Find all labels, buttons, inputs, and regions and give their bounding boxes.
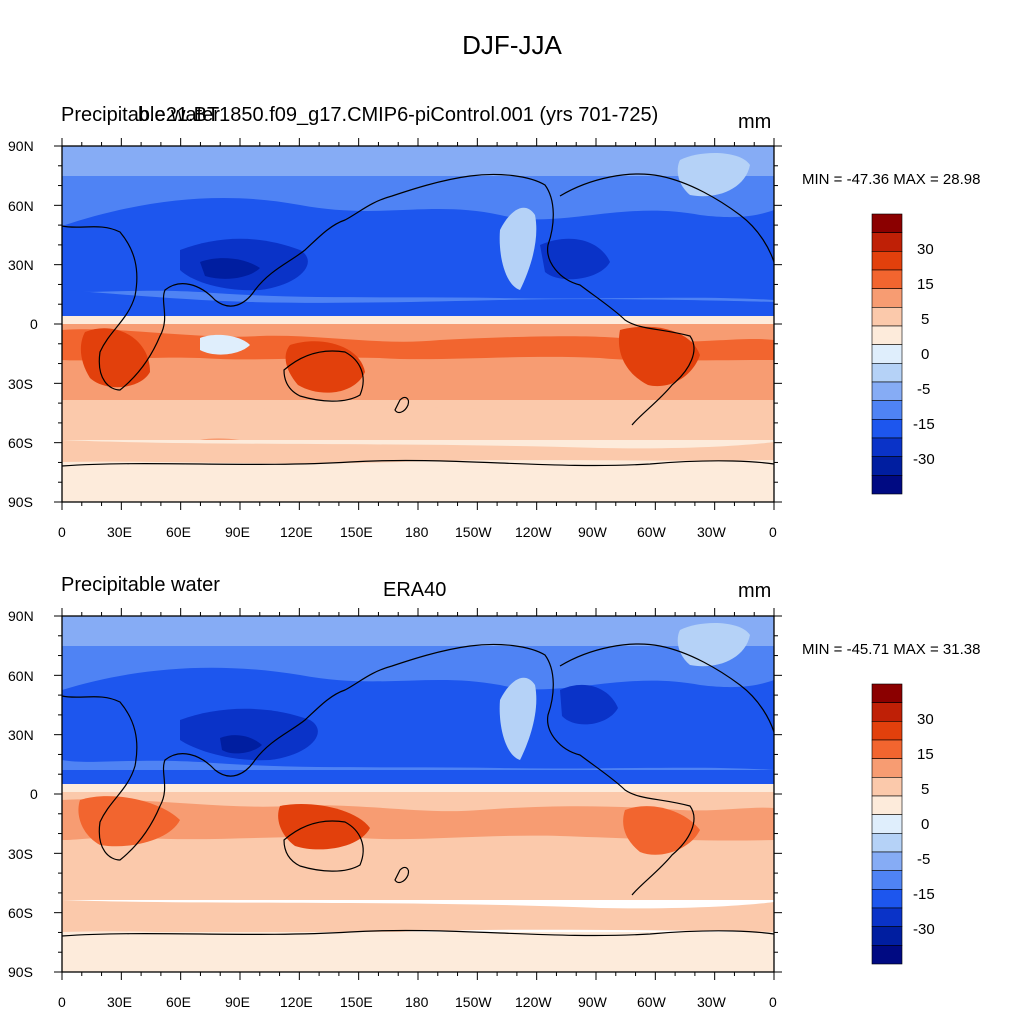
- colorbar-swatch: [871, 739, 903, 759]
- panel-2-lon-label: 90E: [225, 994, 250, 1010]
- panel-1-lon-label: 60E: [166, 524, 191, 540]
- colorbar-swatch: [871, 475, 903, 495]
- colorbar-swatch: [871, 833, 903, 853]
- panel-2-ticks: [54, 608, 782, 980]
- colorbar-1-label: -15: [913, 416, 935, 433]
- panel-1-coastlines: [61, 173, 775, 467]
- panel-1-lon-label: 180: [405, 524, 429, 540]
- colorbar-2-label: -15: [913, 886, 935, 903]
- panel-2-lat-label: 30N: [8, 727, 34, 743]
- colorbar-2-label: 30: [917, 711, 934, 728]
- panel-1-lon-label: 120E: [280, 524, 313, 540]
- panel-1-lon-label: 150E: [340, 524, 373, 540]
- panel-1-lon-label: 0: [58, 524, 66, 540]
- panel-1-lon-label: 30E: [107, 524, 132, 540]
- panel-2-lon-label: 60W: [637, 994, 666, 1010]
- panel-1-lat-label: 60N: [8, 198, 34, 214]
- panel-2-lon-label: 0: [769, 994, 777, 1010]
- panel-1-lat-label: 60S: [8, 435, 33, 451]
- panel-2-contour-field: [62, 616, 774, 972]
- panel-1-variable-title: Precipitable water: [61, 104, 220, 126]
- panel-2-lat-label: 30S: [8, 846, 33, 862]
- colorbar-1-label: 0: [921, 346, 930, 363]
- panel-2-coastlines: [61, 643, 775, 937]
- panel-1-lat-label: 30N: [8, 257, 34, 273]
- colorbar-swatch: [871, 907, 903, 927]
- panel-1-lon-label: 90E: [225, 524, 250, 540]
- panel-2-lon-label: 120W: [515, 994, 552, 1010]
- colorbar-swatch: [871, 851, 903, 871]
- panel-2-lat-label: 60N: [8, 668, 34, 684]
- panel-2-lat-label: 60S: [8, 905, 33, 921]
- panel-1-lon-label: 0: [769, 524, 777, 540]
- panel-1-lon-label: 120W: [515, 524, 552, 540]
- colorbar-2-label: 5: [921, 781, 930, 798]
- colorbar-swatch: [871, 926, 903, 946]
- panel-2-lon-label: 150E: [340, 994, 373, 1010]
- colorbar-2-label: 0: [921, 816, 930, 833]
- colorbar-swatch: [871, 758, 903, 778]
- panel-1-lon-label: 90W: [578, 524, 607, 540]
- colorbar-1-label: -30: [913, 451, 935, 468]
- panel-2-lon-label: 0: [58, 994, 66, 1010]
- panel-2-variable-title: Precipitable water: [61, 574, 220, 596]
- panel-2-lon-label: 60E: [166, 994, 191, 1010]
- panel-2-lat-label: 0: [30, 786, 38, 802]
- panel-2-lon-label: 30E: [107, 994, 132, 1010]
- colorbar-2-label: -5: [917, 851, 931, 868]
- panel-2-min-max: MIN = -45.71 MAX = 31.38: [802, 641, 981, 658]
- colorbar-swatch: [871, 814, 903, 834]
- panel-1-min-max: MIN = -47.36 MAX = 28.98: [802, 171, 981, 188]
- panel-2-lat-label: 90N: [8, 608, 34, 624]
- colorbar-1-label: 30: [917, 241, 934, 258]
- panel-1-lon-label: 30W: [697, 524, 726, 540]
- panel-1-case-title: b.e21.BT1850.f09_g17.CMIP6-piControl.001…: [138, 104, 659, 126]
- panel-2-units: mm: [738, 580, 772, 602]
- panel-2-lat-label: 90S: [8, 964, 33, 980]
- colorbar-2-swatches: [871, 683, 903, 965]
- panel-1-lat-label: 90N: [8, 138, 34, 154]
- colorbar-1-label: -5: [917, 381, 931, 398]
- panel-1-lat-label: 90S: [8, 494, 33, 510]
- panel-2-lon-label: 150W: [455, 994, 492, 1010]
- colorbar-swatch: [871, 702, 903, 722]
- colorbar-1-swatches: [871, 213, 903, 495]
- panel-1-contour-field: [62, 146, 774, 502]
- panel-2-lon-label: 90W: [578, 994, 607, 1010]
- colorbar-swatch: [871, 889, 903, 909]
- panel-1-lat-label: 0: [30, 316, 38, 332]
- colorbar-swatch: [871, 870, 903, 890]
- panel-1-lon-label: 150W: [455, 524, 492, 540]
- panel-1-lon-label: 60W: [637, 524, 666, 540]
- panel-2-lon-label: 30W: [697, 994, 726, 1010]
- colorbar-swatch: [871, 777, 903, 797]
- colorbar-swatch: [871, 795, 903, 815]
- panel-2-lon-label: 180: [405, 994, 429, 1010]
- colorbar-1-label: 5: [921, 311, 930, 328]
- colorbar-swatch: [871, 945, 903, 965]
- colorbar-1-label: 15: [917, 276, 934, 293]
- panel-1-lat-label: 30S: [8, 376, 33, 392]
- colorbar-2-label: 15: [917, 746, 934, 763]
- colorbar-swatch: [871, 721, 903, 741]
- colorbar-2-label: -30: [913, 921, 935, 938]
- panel-2-case-title: ERA40: [383, 579, 447, 601]
- panel-2-lon-label: 120E: [280, 994, 313, 1010]
- panel-1-ticks: [54, 138, 782, 510]
- panel-1-units: mm: [738, 111, 772, 133]
- figure-title: DJF-JJA: [462, 30, 562, 60]
- colorbar-swatch: [871, 683, 903, 703]
